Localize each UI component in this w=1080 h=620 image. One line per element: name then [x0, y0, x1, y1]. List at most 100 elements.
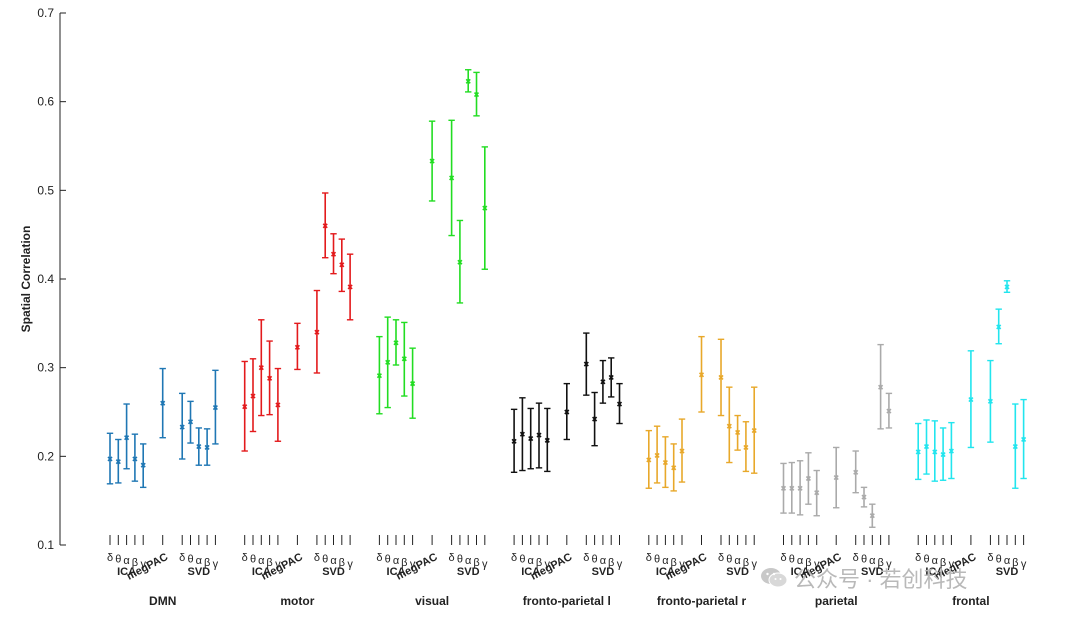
- y-tick-label: 0.1: [37, 538, 54, 552]
- mean-marker: [519, 431, 525, 437]
- mean-marker: [726, 423, 732, 429]
- network-label: parietal: [815, 594, 858, 608]
- mean-marker: [1021, 436, 1027, 443]
- ica-label: ICA: [387, 566, 406, 578]
- ica-label: ICA: [791, 566, 810, 578]
- ica-label: ICA: [521, 566, 540, 578]
- band-label: θ: [789, 554, 795, 566]
- band-label: γ: [751, 558, 757, 570]
- mean-marker: [376, 373, 382, 379]
- network-group: [106, 367, 219, 489]
- mean-marker: [940, 451, 946, 458]
- band-label: β: [266, 557, 272, 569]
- mean-marker: [393, 340, 399, 346]
- mean-marker: [449, 175, 455, 181]
- band-label: α: [123, 555, 130, 567]
- mean-marker: [833, 475, 839, 481]
- svd-label: SVD: [457, 566, 480, 578]
- mean-marker: [679, 448, 685, 454]
- band-label: β: [1012, 557, 1018, 569]
- mean-marker: [861, 494, 867, 500]
- mean-marker: [780, 485, 787, 491]
- y-tick-label: 0.2: [37, 449, 54, 463]
- band-label: θ: [592, 554, 598, 566]
- mean-marker: [204, 444, 210, 451]
- band-label: γ: [545, 558, 551, 570]
- band-label: α: [258, 555, 265, 567]
- mean-marker: [564, 409, 570, 415]
- svd-label: SVD: [322, 566, 345, 578]
- mean-marker: [923, 444, 930, 450]
- band-label: δ: [718, 552, 724, 564]
- mean-marker: [718, 374, 724, 380]
- band-label: γ: [814, 558, 820, 570]
- network-group: [645, 335, 758, 492]
- mean-marker: [592, 416, 598, 422]
- mean-marker: [654, 452, 660, 459]
- band-label: β: [940, 557, 946, 569]
- mean-marker: [322, 223, 328, 229]
- mean-marker: [258, 365, 264, 371]
- band-label: α: [465, 555, 472, 567]
- band-label: θ: [923, 554, 929, 566]
- band-label: θ: [654, 554, 660, 566]
- mean-marker: [385, 359, 391, 365]
- mean-marker: [242, 404, 248, 410]
- plot-area: [106, 69, 1027, 528]
- band-label: β: [805, 557, 811, 569]
- mean-marker: [267, 375, 273, 381]
- mean-marker: [115, 459, 121, 465]
- mean-marker: [330, 251, 337, 257]
- mean-marker: [1004, 284, 1010, 290]
- y-tick-label: 0.3: [37, 361, 54, 375]
- mean-marker: [662, 459, 668, 466]
- mean-marker: [160, 400, 166, 406]
- band-label: β: [132, 557, 138, 569]
- mean-marker: [457, 259, 463, 265]
- mean-marker: [915, 449, 921, 455]
- mean-marker: [608, 374, 614, 380]
- band-label: β: [608, 557, 614, 569]
- network-label: fronto-parietal l: [523, 594, 611, 608]
- mean-marker: [789, 485, 795, 491]
- mean-marker: [751, 428, 757, 434]
- y-tick-label: 0.6: [37, 95, 54, 109]
- band-label: α: [869, 555, 876, 567]
- ica-label: ICA: [252, 566, 271, 578]
- band-label: θ: [726, 554, 732, 566]
- band-label: γ: [617, 558, 623, 570]
- band-label: δ: [376, 552, 382, 564]
- mean-marker: [347, 284, 353, 290]
- band-label: θ: [861, 554, 867, 566]
- band-label: θ: [322, 554, 328, 566]
- network-group: [510, 332, 623, 473]
- band-label: θ: [115, 554, 121, 566]
- mean-marker: [473, 92, 480, 98]
- mean-marker: [528, 436, 534, 442]
- network-group: [241, 192, 354, 452]
- mean-marker: [536, 432, 542, 438]
- band-label: α: [734, 555, 741, 567]
- mean-marker: [968, 397, 974, 403]
- mean-marker: [140, 462, 146, 468]
- mean-marker: [132, 456, 138, 462]
- network-group: [915, 280, 1027, 489]
- mean-marker: [196, 444, 202, 450]
- mean-marker: [805, 475, 811, 482]
- mean-marker: [250, 393, 256, 399]
- network-group: [780, 343, 893, 528]
- svd-label: SVD: [861, 566, 884, 578]
- band-label: θ: [250, 554, 256, 566]
- mean-marker: [869, 513, 875, 519]
- band-label: α: [330, 555, 337, 567]
- mean-marker: [735, 429, 741, 435]
- mean-marker: [544, 437, 550, 443]
- band-label: γ: [140, 558, 146, 570]
- band-label: θ: [996, 554, 1002, 566]
- mean-marker: [429, 158, 435, 164]
- band-label: δ: [242, 552, 248, 564]
- y-tick-label: 0.4: [37, 272, 54, 286]
- mean-marker: [996, 324, 1002, 330]
- band-label: δ: [583, 552, 589, 564]
